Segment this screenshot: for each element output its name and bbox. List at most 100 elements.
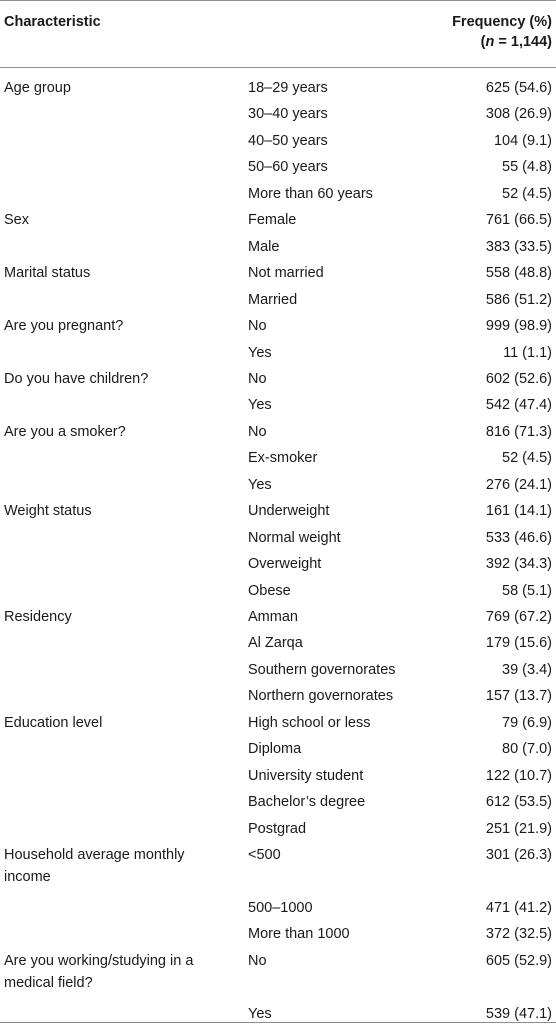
table-row: Ex-smoker 52 (4.5) (0, 446, 556, 473)
table-row: Diploma 80 (7.0) (0, 737, 556, 764)
row-category: Underweight (248, 503, 330, 520)
row-category: No (248, 318, 267, 335)
table-row: Education level High school or less 79 (6.… (0, 711, 556, 738)
row-category: 40–50 years (248, 132, 328, 149)
row-frequency: 104 (9.1) (493, 132, 552, 149)
row-characteristic: Age group (4, 80, 71, 96)
table-row: Bachelor’s degree 612 (53.5) (0, 790, 556, 817)
table-row: Southern governorates 39 (3.4) (0, 658, 556, 685)
table-row: Yes 276 (24.1) (0, 473, 556, 500)
table-row: Normal weight 533 (46.6) (0, 526, 556, 553)
table-row: Yes 542 (47.4) (0, 393, 556, 420)
row-frequency: 301 (26.3) (485, 847, 552, 864)
row-category: No (248, 370, 267, 387)
table-row: University student 122 (10.7) (0, 764, 556, 791)
row-category: Female (248, 212, 297, 229)
row-category: Al Zarqa (248, 635, 303, 652)
row-frequency: 769 (67.2) (485, 609, 552, 625)
table-row: Obese 58 (5.1) (0, 579, 556, 606)
header-sample-n: n (485, 34, 495, 50)
table-row: Married 586 (51.2) (0, 288, 556, 315)
row-category: Yes (248, 397, 272, 414)
row-frequency: 542 (47.4) (485, 397, 552, 414)
table-row: Marital status Not married 558 (48.8) (0, 261, 556, 288)
row-category: Ex-smoker (248, 450, 318, 467)
row-characteristic: Are you working/studying in a medical fi… (4, 952, 194, 991)
table-row: Postgrad 251 (21.9) (0, 817, 556, 844)
row-frequency: 11 (1.1) (503, 344, 552, 361)
table-row: 30–40 years 308 (26.9) (0, 102, 556, 129)
row-frequency: 39 (3.4) (502, 661, 552, 678)
row-frequency: 471 (41.2) (485, 899, 552, 916)
row-characteristic: Weight status (4, 503, 92, 520)
row-category: 30–40 years (248, 106, 328, 123)
table-row: Weight status Underweight 161 (14.1) (0, 499, 556, 526)
row-category: Southern governorates (248, 661, 396, 678)
row-characteristic: Education level (4, 714, 103, 731)
row-category: Diploma (248, 741, 302, 758)
row-frequency: 80 (7.0) (502, 741, 552, 758)
row-frequency: 383 (33.5) (485, 238, 552, 255)
row-category: 18–29 years (248, 80, 328, 96)
row-frequency: 179 (15.6) (485, 635, 552, 652)
header-sample-open: ( (480, 34, 486, 50)
table-row: Overweight 392 (34.3) (0, 552, 556, 579)
row-characteristic: Are you a smoker? (4, 423, 126, 440)
row-category: No (248, 952, 267, 969)
row-frequency: 605 (52.9) (485, 952, 552, 969)
row-category: Yes (248, 476, 272, 493)
row-category: High school or less (248, 714, 371, 731)
table-bottom-rule (0, 1022, 556, 1023)
row-characteristic: Do you have children? (4, 370, 149, 387)
row-category: Married (248, 291, 298, 308)
row-frequency: 533 (46.6) (485, 529, 552, 546)
row-frequency: 999 (98.9) (485, 318, 552, 335)
row-category: Obese (248, 582, 291, 599)
row-characteristic: Residency (4, 609, 72, 625)
row-characteristic: Household average monthly income (4, 847, 185, 886)
row-frequency: 625 (54.6) (485, 80, 552, 96)
row-category: No (248, 423, 267, 440)
row-frequency: 372 (32.5) (485, 926, 552, 943)
row-category: Male (248, 238, 280, 255)
row-frequency: 586 (51.2) (485, 291, 552, 308)
row-frequency: 761 (66.5) (485, 212, 552, 229)
row-frequency: 58 (5.1) (502, 582, 552, 599)
row-frequency: 276 (24.1) (485, 476, 552, 493)
table-row: Are you working/studying in a medical fi… (0, 949, 556, 991)
table-row: Yes 539 (47.1) (0, 1002, 556, 1028)
row-category: Bachelor’s degree (248, 794, 366, 811)
row-category: Northern governorates (248, 688, 394, 705)
header-characteristic: Characteristic (4, 14, 101, 30)
table-row: Are you a smoker? No 816 (71.3) (0, 420, 556, 447)
row-characteristic: Marital status (4, 265, 91, 282)
table-row: Sex Female 761 (66.5) (0, 208, 556, 235)
table-row: Household average monthly income <500 301 … (0, 843, 556, 885)
table-row: More than 1000 372 (32.5) (0, 922, 556, 949)
row-frequency: 161 (14.1) (485, 503, 552, 520)
table-row: Yes 11 (1.1) (0, 341, 556, 368)
table-row: Age group 18–29 years 625 (54.6) (0, 76, 556, 103)
row-category: University student (248, 767, 364, 784)
row-category: <500 (248, 847, 281, 864)
table-row: Are you pregnant? No 999 (98.9) (0, 314, 556, 341)
table-row: Residency Amman 769 (67.2) (0, 605, 556, 632)
header-sample-size: (n = 1,144) (452, 32, 552, 52)
header-bottom-rule (0, 67, 556, 68)
table-row: Northern governorates 157 (13.7) (0, 684, 556, 711)
row-frequency: 392 (34.3) (485, 556, 552, 573)
row-frequency: 602 (52.6) (485, 370, 552, 387)
row-category: Not married (248, 265, 324, 282)
row-category: Normal weight (248, 529, 341, 546)
header-frequency-label: Frequency (%) (452, 14, 552, 30)
table-top-rule (0, 0, 556, 1)
table-row: Male 383 (33.5) (0, 235, 556, 262)
row-category: More than 60 years (248, 185, 373, 202)
table-row: More than 60 years 52 (4.5) (0, 182, 556, 209)
table-row: 50–60 years 55 (4.8) (0, 155, 556, 182)
row-frequency: 539 (47.1) (485, 1005, 552, 1022)
row-category: More than 1000 (248, 926, 350, 943)
row-frequency: 52 (4.5) (502, 450, 552, 467)
row-frequency: 558 (48.8) (485, 265, 552, 282)
row-frequency: 251 (21.9) (485, 820, 552, 837)
